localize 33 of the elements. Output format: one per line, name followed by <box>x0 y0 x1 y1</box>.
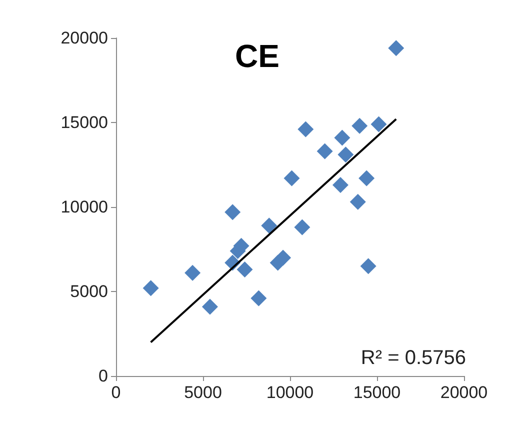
point <box>224 204 241 220</box>
point <box>298 121 314 138</box>
point <box>184 264 201 281</box>
x-tick-label: 0 <box>111 383 121 402</box>
point <box>294 219 310 236</box>
point <box>360 258 376 274</box>
point <box>316 143 333 160</box>
point <box>261 218 278 234</box>
point <box>142 280 159 296</box>
x-tick-label: 20000 <box>440 383 488 402</box>
chart-title: CE <box>235 38 280 74</box>
point <box>352 118 368 134</box>
y-tick-label: 0 <box>98 366 108 386</box>
y-tick-label: 15000 <box>60 113 108 132</box>
y-tick-label: 5000 <box>70 282 108 301</box>
annotation: R² = 0.5756 <box>360 347 466 369</box>
point <box>334 130 350 146</box>
point <box>202 298 218 315</box>
point <box>236 262 253 278</box>
point <box>358 170 375 186</box>
y-tick-label: 10000 <box>60 198 108 216</box>
point <box>332 177 348 194</box>
y-tick-label: 20000 <box>60 28 108 48</box>
x-tick-label: 15000 <box>353 383 401 402</box>
x-tick-label: 5000 <box>184 383 222 402</box>
point <box>250 290 267 306</box>
point <box>350 194 366 210</box>
x-tick-label: 10000 <box>266 383 314 402</box>
point <box>388 40 404 56</box>
point <box>284 170 300 186</box>
point <box>370 116 387 132</box>
point <box>270 254 286 271</box>
point <box>338 146 354 163</box>
